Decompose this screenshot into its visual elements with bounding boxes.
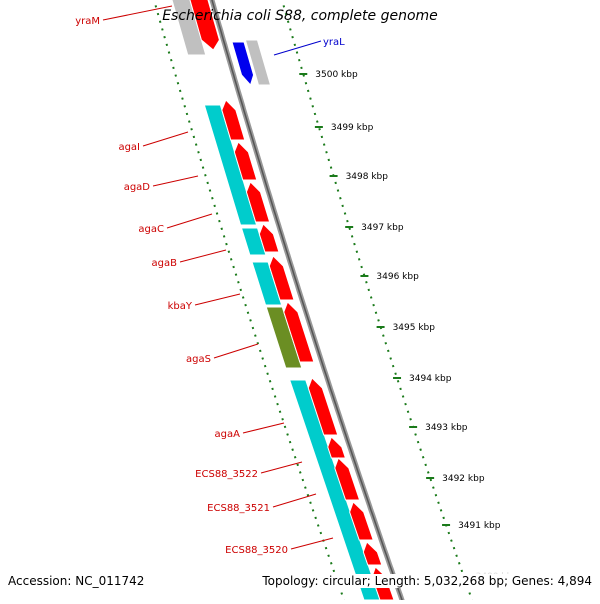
gene-leader-line <box>195 294 240 305</box>
scale-tick-label: 3492 kbp <box>442 474 485 484</box>
gene-label-ECS88_3520: ECS88_3520 <box>225 545 288 556</box>
scale-tick-label: 3500 kbp <box>315 70 358 80</box>
gene-block-agaA2 <box>328 437 346 458</box>
scale-tick-label: 3498 kbp <box>346 172 389 182</box>
gene-leader-line <box>167 214 212 228</box>
gene-leader-line <box>243 423 284 433</box>
gene-leader-line <box>143 132 188 146</box>
genome-map-svg: 3500 kbp 3499 kbp 3498 kbp 3497 kbp 3496 kbp… <box>0 0 600 600</box>
scale-tick-label: 3495 kbp <box>393 323 436 333</box>
gene-leader-line <box>261 462 302 473</box>
gene-label-kbaY: kbaY <box>168 301 193 312</box>
scale-tick-label: 3496 kbp <box>376 272 419 282</box>
gene-block-ECS88_3520 <box>363 542 381 565</box>
gene-leader-line <box>153 176 198 186</box>
scale-tick-label: 3497 kbp <box>361 223 404 233</box>
gene-label-ECS88_3521: ECS88_3521 <box>207 503 270 514</box>
gene-leader-line <box>180 250 226 262</box>
scale-tick-label: 3493 kbp <box>425 423 468 433</box>
scale-tick-label: 3491 kbp <box>458 521 501 531</box>
gene-label-agaI: agaI <box>118 142 140 153</box>
genome-map: 3500 kbp 3499 kbp 3498 kbp 3497 kbp 3496 kbp… <box>0 0 600 600</box>
outer-tick-ring <box>279 0 475 600</box>
accession-text: Accession: NC_011742 <box>8 574 144 588</box>
genome-title: Escherichia coli S88, complete genome <box>0 8 600 24</box>
gene-label-agaB: agaB <box>152 258 178 269</box>
genome-summary-text: Topology: circular; Length: 5,032,268 bp… <box>262 574 592 588</box>
gene-label-agaD: agaD <box>124 182 151 193</box>
gene-label-agaS: agaS <box>186 354 211 365</box>
gene-label-yraL: yraL <box>323 37 345 48</box>
scale-tick-label: 3499 kbp <box>331 123 374 133</box>
scale-tick-label: 3494 kbp <box>409 374 452 384</box>
gene-label-agaA: agaA <box>215 429 241 440</box>
gene-label-agaC: agaC <box>138 224 164 235</box>
gene-leader-line <box>273 494 316 507</box>
gene-leader-line <box>214 344 258 358</box>
gene-label-ECS88_3522: ECS88_3522 <box>195 469 258 480</box>
